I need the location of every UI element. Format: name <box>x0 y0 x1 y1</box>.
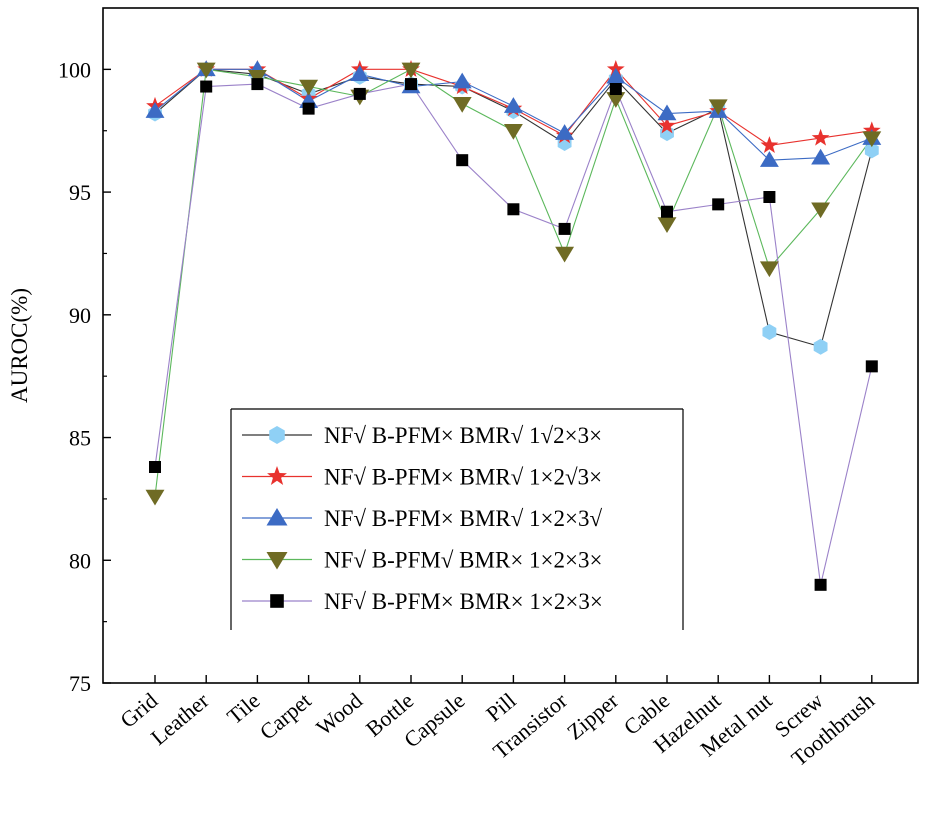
y-tick-label: 95 <box>69 180 91 205</box>
legend-marker-4 <box>266 552 288 570</box>
series-5-point <box>609 83 622 95</box>
series-3-point <box>606 67 626 84</box>
series-2-point <box>658 116 676 134</box>
series-4-point <box>862 131 882 148</box>
series-5-point <box>814 578 827 591</box>
y-tick-label: 75 <box>69 671 91 696</box>
series-4-point <box>503 123 523 140</box>
series-4-point <box>657 217 677 233</box>
series-3-point <box>503 97 523 113</box>
series-3-point <box>811 148 831 165</box>
series-4-point <box>196 62 216 79</box>
series-4-point <box>145 489 165 506</box>
series-3-point <box>145 102 165 118</box>
series-group <box>145 60 882 591</box>
x-tick-label: Leather <box>146 687 214 750</box>
legend-label-3: NF√ B-PFM× BMR√ 1×2×3√ <box>324 506 602 531</box>
series-2-point <box>760 136 779 154</box>
series-4-point <box>555 246 575 263</box>
series-5-point <box>712 198 725 211</box>
series-5-point <box>865 360 878 373</box>
series-5-point <box>558 222 571 235</box>
series-4-point <box>708 99 728 116</box>
series-3-point <box>555 124 575 140</box>
series-4-point <box>299 79 319 96</box>
series-5-point <box>200 80 213 93</box>
series-5-point <box>763 191 776 203</box>
series-5-point <box>302 102 315 115</box>
y-tick-label: 80 <box>69 548 91 573</box>
series-5-point <box>149 461 161 473</box>
legend-label-2: NF√ B-PFM× BMR√ 1×2√3× <box>324 465 602 490</box>
legend-label-5: NF√ B-PFM× BMR× 1×2×3× <box>324 589 603 614</box>
series-3-point <box>657 104 677 121</box>
plot-frame <box>102 7 919 684</box>
y-tick-label: 90 <box>69 303 91 328</box>
series-4-point <box>452 96 472 113</box>
series-3-point <box>759 151 779 167</box>
y-axis-label: AUROC(%) <box>7 288 32 403</box>
series-3-point <box>452 72 472 89</box>
series-5-point <box>405 78 417 91</box>
series-1-point <box>864 142 879 159</box>
series-4-point <box>811 202 831 219</box>
legend-marker-2 <box>267 466 287 485</box>
x-tick-label: Carpet <box>255 688 316 745</box>
series-5-point <box>661 205 673 218</box>
legend: NF√ B-PFM× BMR√ 1√2×3× NF√ B-PFM× BMR√ 1×… <box>230 408 684 630</box>
series-4-point <box>401 62 421 79</box>
legend-marker-1 <box>269 426 285 444</box>
y-tick-label: 85 <box>69 426 91 451</box>
series-4-point <box>759 261 779 278</box>
series-5-point <box>507 203 520 216</box>
series-1-point <box>813 338 828 355</box>
series-5-point <box>456 154 469 167</box>
y-tick-label: 100 <box>58 57 91 82</box>
legend-marker-3 <box>266 508 288 526</box>
series-5-point <box>353 87 366 100</box>
legend-label-1: NF√ B-PFM× BMR√ 1√2×3× <box>324 423 602 448</box>
series-4-point <box>606 92 626 108</box>
series-2-point <box>811 128 830 146</box>
legend-label-4: NF√ B-PFM√ BMR× 1×2×3× <box>324 548 602 573</box>
legend-marker-5 <box>270 594 284 608</box>
series-4-point <box>247 69 267 86</box>
x-tick-label: Wood <box>311 688 367 741</box>
x-tick-label: Zipper <box>562 687 624 744</box>
x-tick-label: Pill <box>481 688 520 727</box>
series-1-point <box>762 324 777 340</box>
series-3-point <box>350 65 370 82</box>
series-5-point <box>251 78 264 91</box>
